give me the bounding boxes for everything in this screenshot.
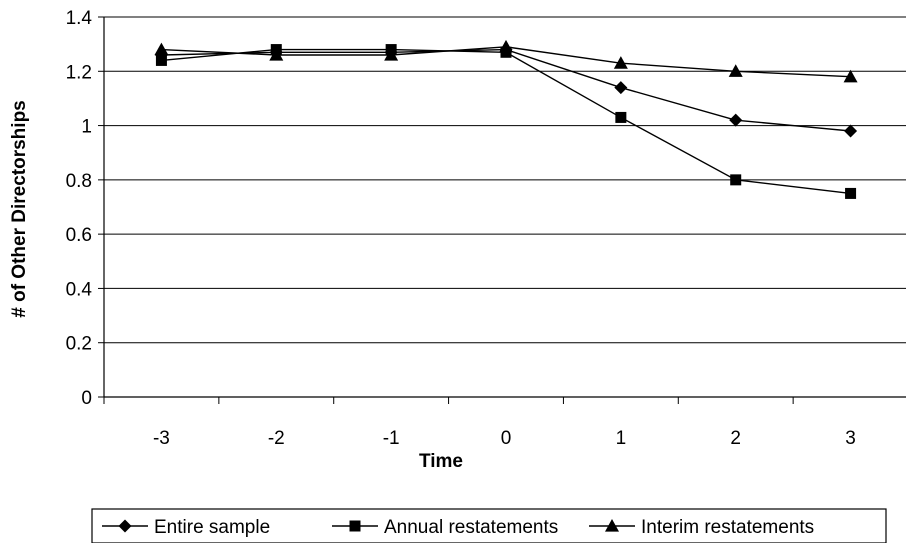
data-point-entire-sample xyxy=(844,125,857,138)
x-tick-label: -2 xyxy=(268,428,285,449)
data-point-interim-restatements xyxy=(499,40,513,53)
y-tick-label: 1 xyxy=(81,117,92,138)
y-tick-label: 1.4 xyxy=(66,8,93,29)
y-tick-label: 0 xyxy=(81,388,92,409)
x-tick-label: -3 xyxy=(153,428,170,449)
x-tick-label: 2 xyxy=(730,428,741,449)
series-markers xyxy=(154,40,857,199)
x-tick-label: 1 xyxy=(616,428,627,449)
gridlines xyxy=(104,17,906,343)
legend-label-interim-restatements: Interim restatements xyxy=(641,517,814,538)
legend-label-entire-sample: Entire sample xyxy=(154,517,270,538)
series-line-entire-sample xyxy=(161,50,850,131)
legend-marker-annual-restatements xyxy=(350,521,361,532)
data-point-annual-restatements xyxy=(615,112,626,123)
legend-label-annual-restatements: Annual restatements xyxy=(384,517,558,538)
x-tick-label: 0 xyxy=(501,428,512,449)
legend: Entire sample Annual restatements Interim … xyxy=(92,509,886,543)
y-tick-label: 0.4 xyxy=(66,279,93,300)
data-point-entire-sample xyxy=(614,81,627,94)
data-point-annual-restatements xyxy=(156,55,167,66)
legend-items: Entire sample Annual restatements Interim … xyxy=(102,517,814,538)
y-tick-label: 0.6 xyxy=(66,225,92,246)
y-axis-title: # of Other Directorships xyxy=(9,100,30,318)
x-tick-label: 3 xyxy=(845,428,856,449)
y-tick-label: 0.2 xyxy=(66,334,92,355)
data-point-annual-restatements xyxy=(730,174,741,185)
y-tick-label: 1.2 xyxy=(66,62,92,83)
y-tick-label: 0.8 xyxy=(66,171,92,192)
series-lines xyxy=(161,47,850,194)
x-axis-title: Time xyxy=(419,451,463,472)
axes xyxy=(98,17,906,404)
x-tick-label: -1 xyxy=(383,428,400,449)
data-point-annual-restatements xyxy=(845,188,856,199)
data-point-interim-restatements xyxy=(154,43,168,56)
data-point-entire-sample xyxy=(729,114,742,127)
